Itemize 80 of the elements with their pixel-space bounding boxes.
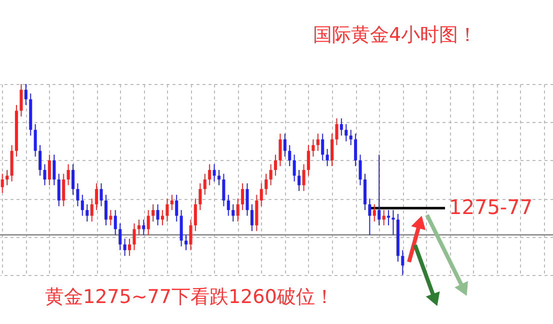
candlestick	[382, 210, 386, 226]
candlestick	[217, 169, 220, 186]
candlestick	[118, 222, 122, 251]
candlestick	[298, 169, 301, 192]
candlestick	[175, 194, 178, 222]
candlestick	[264, 173, 268, 196]
candlestick	[203, 173, 206, 196]
candlestick	[100, 182, 103, 207]
candlestick	[189, 219, 192, 251]
candlestick	[401, 250, 404, 276]
candlestick	[104, 194, 108, 226]
candlestick	[128, 238, 132, 256]
candlestick	[335, 118, 338, 146]
candlestick	[246, 182, 249, 216]
candlestick	[160, 210, 164, 226]
candlestick	[137, 219, 140, 236]
candlestick	[184, 234, 188, 251]
candlestick	[354, 133, 358, 167]
candlestick	[330, 133, 334, 167]
candlestick	[306, 144, 310, 176]
candlestick	[358, 154, 362, 186]
candlestick	[132, 222, 136, 251]
candlestick	[80, 194, 84, 216]
text: 黄金1275~77下看跌1260破位！	[45, 286, 334, 308]
candlestick	[38, 144, 42, 176]
candlestick	[288, 144, 292, 167]
candlestick	[52, 154, 56, 186]
candlestick	[76, 182, 80, 207]
candlestick	[368, 198, 372, 236]
candlestick	[340, 118, 343, 136]
candlestick	[316, 133, 320, 152]
candlestick	[344, 124, 348, 142]
candlestick	[321, 133, 324, 161]
candlestick	[114, 210, 117, 236]
candlestick	[90, 198, 94, 222]
text: 1275-77	[449, 195, 533, 220]
candlestick	[269, 164, 272, 186]
candlestick	[71, 164, 74, 196]
candlestick	[34, 124, 37, 158]
candlestick	[260, 182, 263, 207]
candlestick	[0, 173, 4, 194]
candlestick	[349, 129, 352, 146]
candlestick	[283, 133, 286, 158]
candlestick	[312, 138, 315, 158]
candlestick	[232, 204, 235, 222]
candlestick	[326, 148, 329, 167]
candlestick	[292, 154, 296, 182]
candlestick	[198, 182, 202, 211]
candlestick	[250, 204, 254, 232]
candlestick	[48, 154, 51, 186]
candlestick	[146, 210, 150, 236]
candlestick	[43, 164, 46, 186]
candlestick	[222, 173, 226, 207]
candlestick	[142, 219, 146, 236]
candlestick	[57, 173, 60, 207]
candlestick	[95, 182, 98, 211]
candlestick	[208, 164, 212, 186]
candlestick	[170, 194, 174, 211]
chart-title: 国际黄金4小时图！	[312, 24, 478, 46]
candlestick	[372, 204, 376, 222]
candlestick	[302, 164, 306, 192]
candlestick	[62, 173, 66, 207]
candlestick	[109, 210, 112, 226]
candlestick	[166, 198, 169, 222]
candlestick	[392, 210, 395, 236]
candlestick	[241, 182, 244, 211]
candlestick	[152, 204, 155, 222]
candlestick	[66, 164, 70, 186]
candlestick	[212, 164, 216, 182]
candlestick	[194, 198, 197, 232]
candlestick	[156, 204, 160, 226]
candlestick	[6, 169, 9, 186]
candlestick	[123, 238, 126, 256]
candlestick	[278, 133, 282, 167]
candlestick	[226, 194, 230, 216]
candlestick	[24, 84, 28, 106]
candlestick	[274, 154, 277, 176]
candlestick	[86, 204, 89, 222]
candlestick	[236, 198, 240, 222]
candlestick	[20, 84, 23, 117]
